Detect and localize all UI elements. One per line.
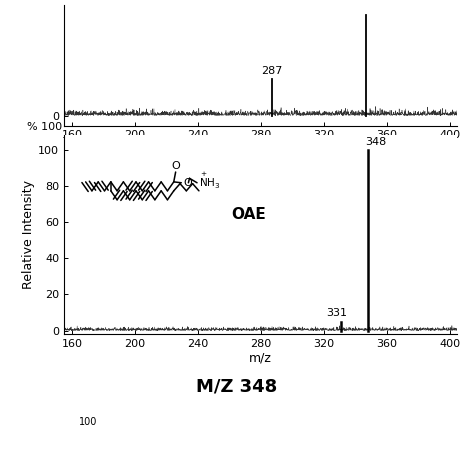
Text: $\mathregular{\overset{+}{N}H_3}$: $\mathregular{\overset{+}{N}H_3}$ bbox=[199, 171, 221, 191]
Text: OAE: OAE bbox=[231, 207, 266, 222]
Text: O: O bbox=[183, 178, 192, 188]
X-axis label: m/z: m/z bbox=[249, 143, 272, 156]
Text: 100: 100 bbox=[79, 417, 97, 427]
Text: 348: 348 bbox=[365, 137, 386, 147]
Text: % 100: % 100 bbox=[27, 122, 62, 132]
Text: M/Z 348: M/Z 348 bbox=[196, 377, 278, 395]
Y-axis label: Relative Intensity: Relative Intensity bbox=[22, 180, 36, 289]
Text: O: O bbox=[171, 161, 180, 171]
X-axis label: m/z: m/z bbox=[249, 352, 272, 365]
Text: 331: 331 bbox=[326, 308, 347, 318]
Text: 287: 287 bbox=[261, 66, 283, 76]
